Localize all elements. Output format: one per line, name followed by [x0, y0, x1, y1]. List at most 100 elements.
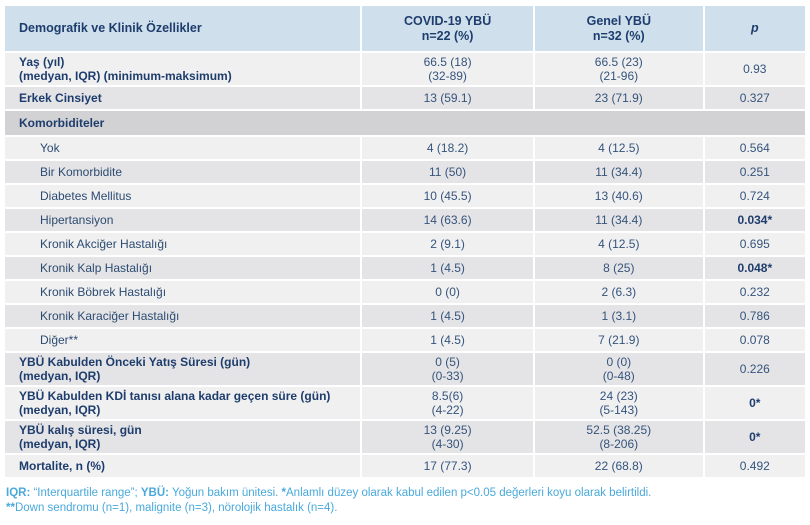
cell-p-value: 0.695 — [702, 233, 805, 255]
cell-line: (0-48) — [602, 369, 635, 383]
cell-p-value: 0.327 — [702, 87, 805, 109]
cell-line: Yok — [40, 141, 60, 155]
row-label: Hipertansiyon — [5, 209, 361, 231]
row-label: Diabetes Mellitus — [5, 185, 361, 207]
cell-line: (5-143) — [599, 403, 639, 417]
cell-covid-ybu: 11 (50) — [360, 161, 533, 183]
cell-line: Erkek Cinsiyet — [19, 91, 102, 105]
cell-p-value: 0* — [702, 421, 805, 453]
cell-line: 0 (5) — [435, 355, 460, 369]
cell-covid-ybu: 1 (4.5) — [360, 305, 533, 327]
cell-genel-ybu: 52.5 (38.25) (8-206) — [532, 421, 703, 453]
table-row: Bir Komorbidite 11 (50) 11 (34.4) 0.251 — [5, 161, 805, 183]
cell-p-value: 0.078 — [702, 329, 805, 351]
row-label: YBÜ Kabulden Önceki Yatış Süresi (gün) (m… — [5, 353, 361, 385]
cell-genel-ybu: 24 (23) (5-143) — [532, 387, 703, 419]
footnote-term: IQR: — [6, 487, 31, 499]
cell-line: 2 (9.1) — [430, 237, 465, 251]
cell-line: (32-89) — [428, 69, 467, 83]
cell-p-value: 0.93 — [702, 53, 805, 85]
cell-genel-ybu: 7 (21.9) — [532, 329, 703, 351]
table-row: Mortalite, n (%) 17 (77.3) 22 (68.8) 0.492 — [5, 455, 805, 477]
cell-line: 17 (77.3) — [423, 459, 472, 473]
cell-genel-ybu: 22 (68.8) — [532, 455, 703, 477]
cell-genel-ybu: 66.5 (23) (21-96) — [532, 53, 703, 85]
table-body: Yaş (yıl) (medyan, IQR) (minimum-maksimum… — [5, 53, 805, 477]
table-row: Kronik Akciğer Hastalığı 2 (9.1) 4 (12.5) 0… — [5, 233, 805, 255]
footnote-line: IQR: “Interquartile range”; YBÜ: Yoğun b… — [6, 486, 805, 501]
cell-line: 7 (21.9) — [598, 333, 640, 347]
table-row: Kronik Kalp Hastalığı 1 (4.5) 8 (25) 0.048* — [5, 257, 805, 279]
footnote-term: * — [281, 487, 287, 499]
cell-genel-ybu: 1 (3.1) — [532, 305, 703, 327]
cell-covid-ybu: 8.5(6) (4-22) — [360, 387, 533, 419]
cell-line: 14 (63.6) — [423, 213, 472, 227]
cell-line: Yaş (yıl) — [19, 55, 65, 69]
column-header-characteristics: Demografik ve Klinik Özellikler — [5, 6, 361, 51]
cell-line: 2 (6.3) — [601, 285, 637, 299]
column-header-genel-title: Genel YBÜ — [586, 13, 651, 28]
footnote-text: Anlamlı düzey olarak kabul edilen p<0.05… — [286, 487, 652, 499]
cell-line: 11 (34.4) — [595, 213, 643, 227]
clinical-characteristics-table: Demografik ve Klinik Özellikler COVID-19… — [5, 4, 805, 479]
cell-covid-ybu: 2 (9.1) — [360, 233, 533, 255]
cell-covid-ybu: 17 (77.3) — [360, 455, 533, 477]
row-label: Kronik Böbrek Hastalığı — [5, 281, 361, 303]
cell-p-value: 0.232 — [702, 281, 805, 303]
row-label: Mortalite, n (%) — [5, 455, 361, 477]
cell-line: 4 (12.5) — [598, 141, 640, 155]
cell-line: 4 (18.2) — [426, 141, 469, 155]
section-row: Komorbiditeler — [5, 111, 805, 135]
table-header: Demografik ve Klinik Özellikler COVID-19… — [5, 6, 805, 51]
column-header-covid-n: n=22 (%) — [421, 28, 474, 43]
cell-line: (0-33) — [431, 369, 464, 383]
cell-line: 13 (9.25) — [423, 423, 472, 437]
cell-line: 13 (59.1) — [423, 91, 472, 105]
column-header-genel-ybu: Genel YBÜ n=32 (%) — [532, 6, 703, 51]
cell-line: Diabetes Mellitus — [40, 189, 132, 203]
row-label: Bir Komorbidite — [5, 161, 361, 183]
table-row: YBÜ kalış süresi, gün (medyan, IQR) 13 (9.… — [5, 421, 805, 453]
cell-p-value: 0.786 — [702, 305, 805, 327]
section-label: Komorbiditeler — [5, 111, 805, 135]
footnote-text: Down sendromu (n=1), malignite (n=3), nö… — [14, 502, 338, 514]
column-header-covid-title: COVID-19 YBÜ — [403, 13, 492, 28]
cell-line: Diğer** — [40, 333, 79, 347]
cell-p-value: 0.251 — [702, 161, 805, 183]
cell-line: 8.5(6) — [431, 389, 464, 403]
footnote-text: “Interquartile range”; — [30, 487, 141, 499]
cell-genel-ybu: 23 (71.9) — [532, 87, 703, 109]
cell-line: YBÜ Kabulden KDİ tanısı alana kadar geçe… — [19, 389, 331, 403]
row-label: Kronik Kalp Hastalığı — [5, 257, 361, 279]
cell-line: Bir Komorbidite — [40, 165, 123, 179]
cell-line: (medyan, IQR) — [19, 369, 101, 383]
cell-line: 66.5 (23) — [594, 55, 643, 69]
cell-p-value: 0.724 — [702, 185, 805, 207]
table-row: Hipertansiyon 14 (63.6) 11 (34.4) 0.034* — [5, 209, 805, 231]
cell-line: 10 (45.5) — [423, 189, 472, 203]
cell-line: 13 (40.6) — [594, 189, 643, 203]
footnote-term: YBÜ: — [140, 487, 169, 499]
cell-genel-ybu: 4 (12.5) — [532, 233, 703, 255]
cell-genel-ybu: 11 (34.4) — [532, 161, 703, 183]
cell-line: Kronik Kalp Hastalığı — [40, 261, 153, 275]
cell-line: 4 (12.5) — [598, 237, 640, 251]
cell-line: (medyan, IQR) (minimum-maksimum) — [19, 69, 232, 83]
table-row: Diğer** 1 (4.5) 7 (21.9) 0.078 — [5, 329, 805, 351]
cell-line: (4-22) — [431, 403, 464, 417]
cell-line: 0 (0) — [606, 355, 632, 369]
table-row: Kronik Böbrek Hastalığı 0 (0) 2 (6.3) 0.232 — [5, 281, 805, 303]
cell-line: 11 (34.4) — [595, 165, 643, 179]
cell-covid-ybu: 66.5 (18) (32-89) — [360, 53, 533, 85]
cell-p-value: 0* — [702, 387, 805, 419]
cell-line: 11 (50) — [429, 165, 467, 179]
cell-genel-ybu: 13 (40.6) — [532, 185, 703, 207]
cell-p-value: 0.226 — [702, 353, 805, 385]
cell-covid-ybu: 1 (4.5) — [360, 329, 533, 351]
cell-line: YBÜ Kabulden Önceki Yatış Süresi (gün) — [19, 355, 251, 369]
cell-line: Kronik Böbrek Hastalığı — [40, 285, 167, 299]
row-label: Kronik Karaciğer Hastalığı — [5, 305, 361, 327]
cell-line: 1 (4.5) — [430, 309, 465, 323]
cell-covid-ybu: 13 (59.1) — [360, 87, 533, 109]
